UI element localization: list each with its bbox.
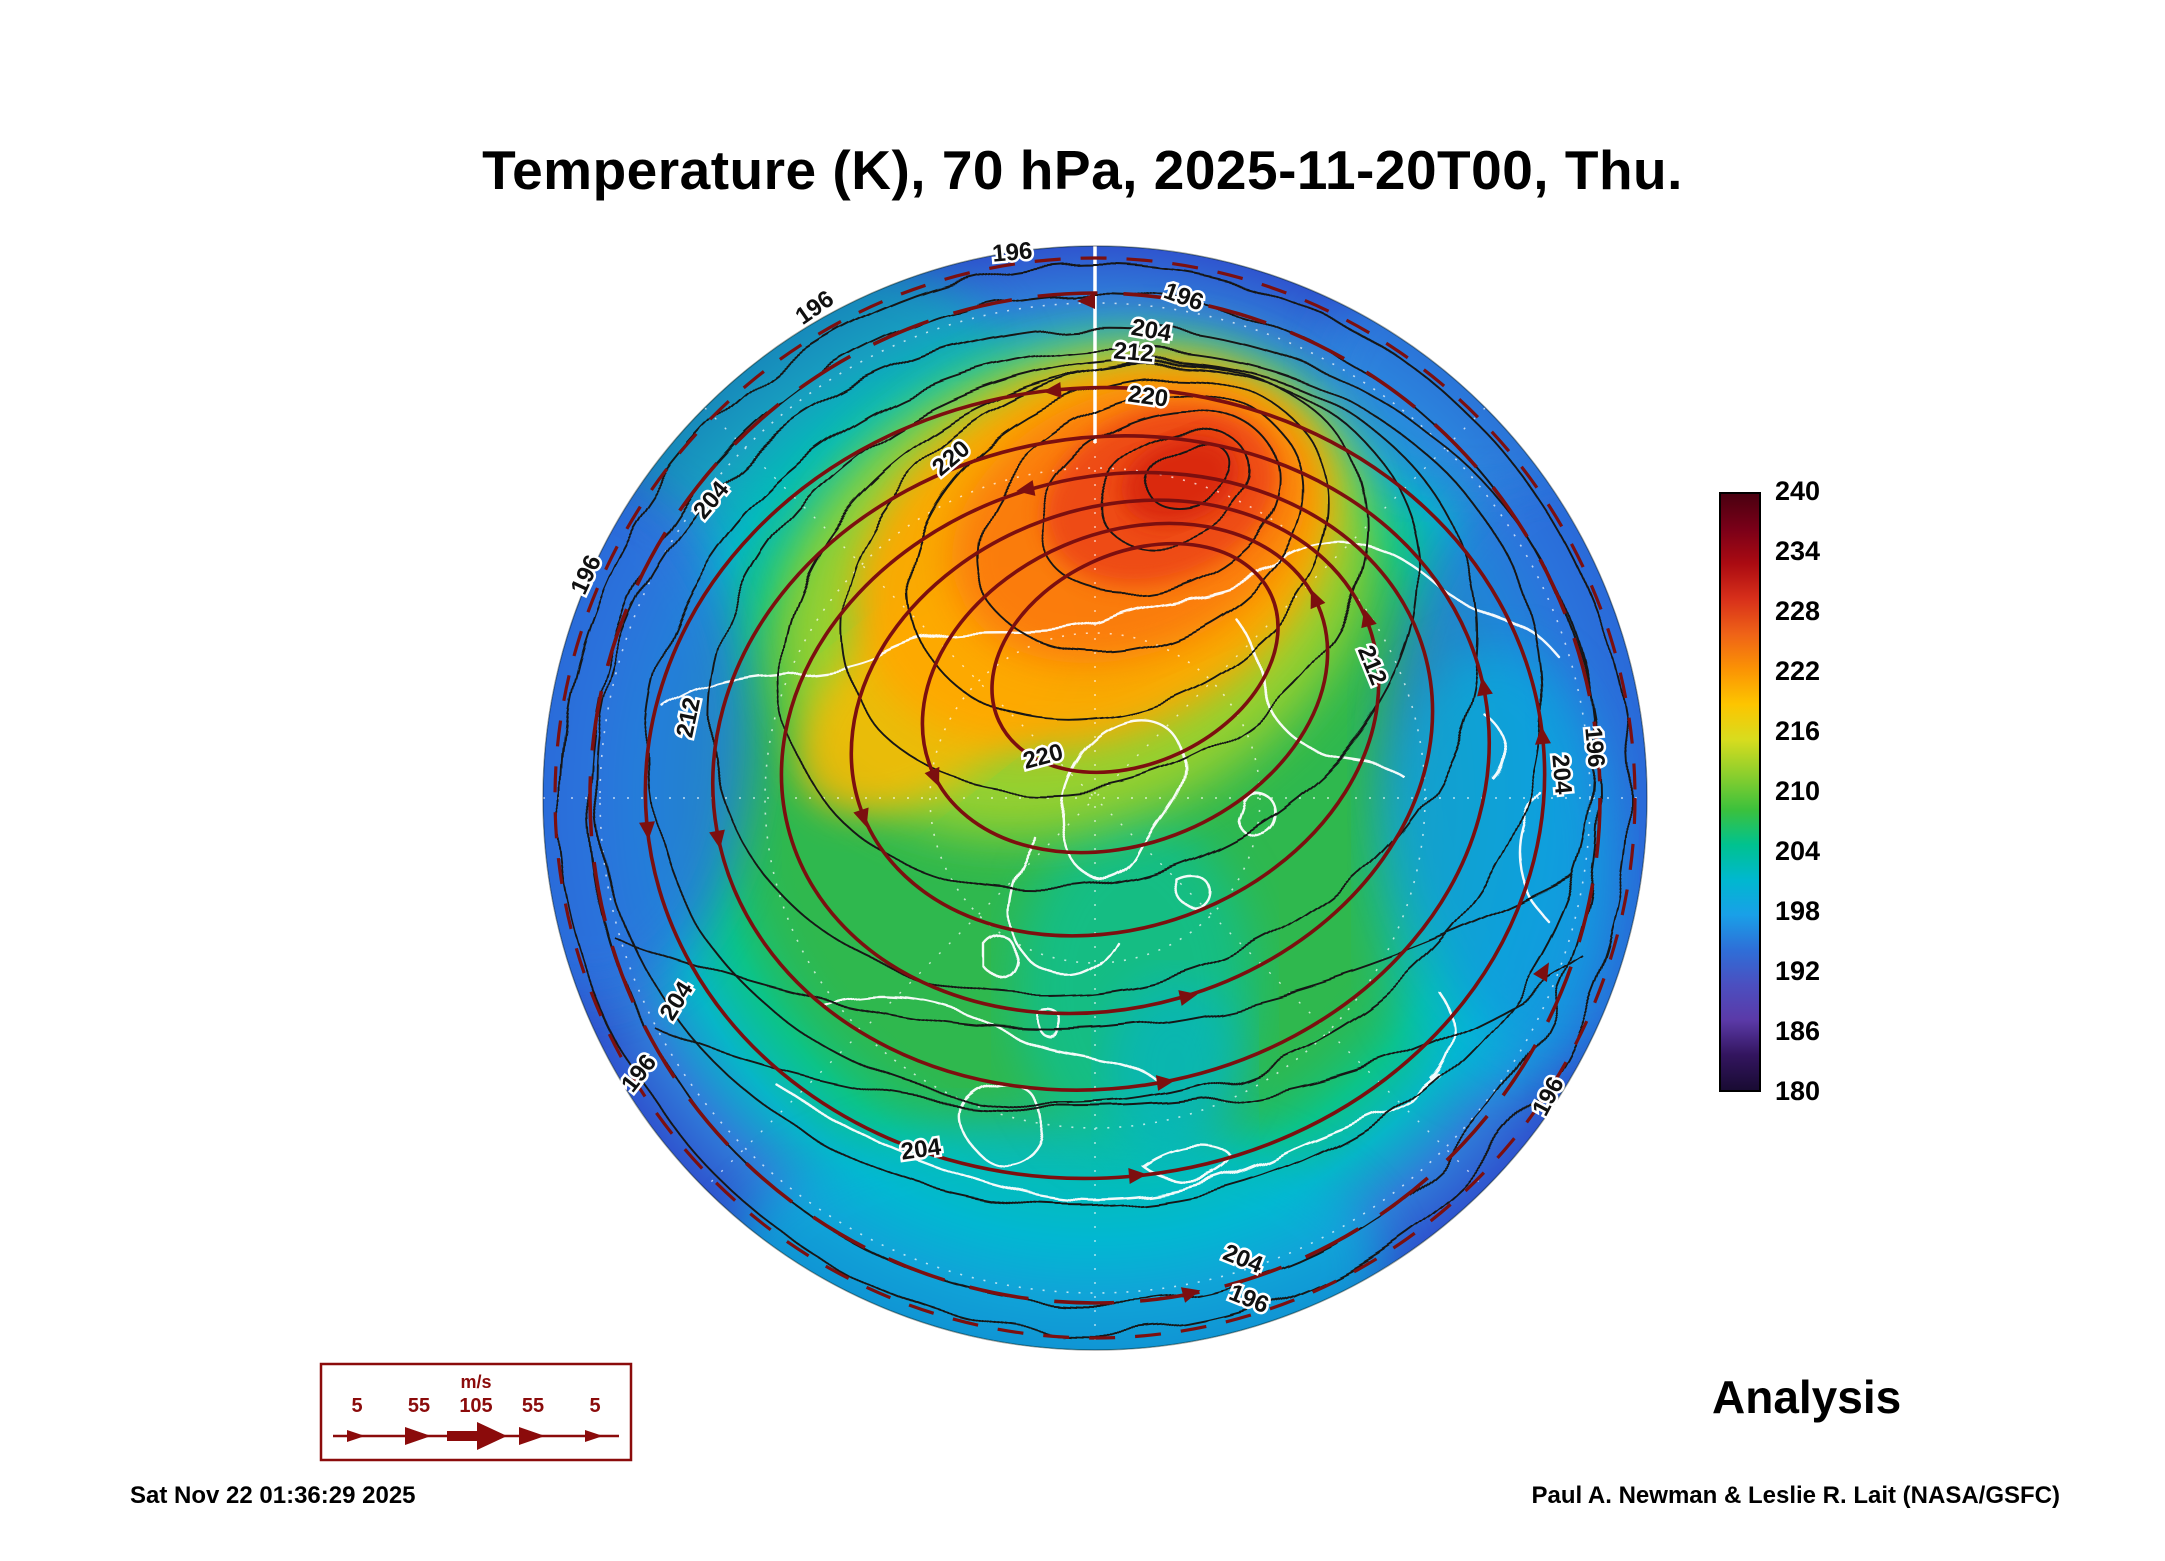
wind-arrow-icon xyxy=(1016,480,1036,496)
coastlines xyxy=(663,541,1557,1201)
contour-label: 220 xyxy=(1126,380,1169,412)
polar-map: 196 196 196 204 212 220 220 204 196 212 … xyxy=(535,235,1655,1358)
wind-arrow-icon xyxy=(1535,726,1551,745)
wind-legend-value: 5 xyxy=(351,1395,362,1417)
wind-legend-value: 5 xyxy=(589,1395,600,1417)
colorbar-tick: 222 xyxy=(1775,656,1821,686)
colorbar-tick: 216 xyxy=(1775,716,1821,746)
wind-legend-svg: m/s 5 55 105 55 5 xyxy=(319,1362,633,1462)
wind-legend-value: 55 xyxy=(522,1395,544,1417)
wind-arrow-icon xyxy=(405,1427,431,1445)
wind-arrow-icon xyxy=(347,1430,365,1442)
wind-arrow-icon xyxy=(1180,1287,1201,1303)
colorbar: 240 234 228 222 216 210 204 198 192 186 … xyxy=(1719,477,1939,1105)
wind-legend-border xyxy=(319,1362,633,1462)
wind-arrow-icon xyxy=(1128,1168,1147,1184)
wind-legend-value: 55 xyxy=(408,1395,430,1417)
wind-arrow-icon xyxy=(1178,990,1198,1006)
contour-label: 196 xyxy=(991,238,1033,268)
page-title: Temperature (K), 70 hPa, 2025-11-20T00, … xyxy=(482,139,1683,201)
wind-arrow-icon xyxy=(639,821,655,840)
colorbar-tick-labels: 240 234 228 222 216 210 204 198 192 186 … xyxy=(1775,477,1820,1105)
colorbar-tick: 204 xyxy=(1775,836,1821,866)
contour-label: 196 xyxy=(1579,726,1609,768)
colorbar-tick: 234 xyxy=(1775,536,1821,566)
wind-arrow-icon xyxy=(1310,589,1326,610)
colorbar-tick: 240 xyxy=(1775,476,1821,506)
colorbar-tick: 198 xyxy=(1775,896,1821,926)
wind-arrow-icon xyxy=(1361,608,1377,629)
wind-arrow-icon xyxy=(519,1427,545,1445)
contour-label: 204 xyxy=(899,1133,943,1165)
wind-arrow-icon xyxy=(585,1430,603,1442)
wind-arrow-icon xyxy=(924,766,940,787)
contour-label: 204 xyxy=(1546,753,1576,796)
colorbar-tick: 180 xyxy=(1775,1076,1821,1106)
analysis-label: Analysis xyxy=(1712,1371,1902,1423)
wind-arrow-icon xyxy=(1477,677,1493,697)
wind-legend-unit: m/s xyxy=(460,1372,491,1392)
colorbar-gradient xyxy=(1719,492,1761,1092)
wind-speed-legend: m/s 5 55 105 55 5 xyxy=(319,1362,633,1462)
wind-arrow-icon xyxy=(853,807,869,828)
wind-arrow-icon xyxy=(1077,293,1095,309)
contour-label: 212 xyxy=(1113,337,1155,367)
wind-legend-value: 105 xyxy=(459,1395,492,1417)
colorbar-tick: 228 xyxy=(1775,596,1821,626)
generation-timestamp: Sat Nov 22 01:36:29 2025 xyxy=(130,1482,416,1509)
globe-rim xyxy=(542,245,1648,1351)
wind-arrow-icon xyxy=(447,1431,481,1441)
colorbar-tick: 210 xyxy=(1775,776,1821,806)
credit-line: Paul A. Newman & Leslie R. Lait (NASA/GS… xyxy=(1531,1482,2060,1509)
wind-arrow-icon xyxy=(1533,962,1549,982)
wind-arrow-icon xyxy=(709,829,725,849)
polar-map-svg: 196 196 196 204 212 220 220 204 196 212 … xyxy=(542,235,1648,1351)
wind-arrow-icon xyxy=(477,1422,507,1450)
wind-arrowheads xyxy=(639,293,1551,1303)
colorbar-tick: 186 xyxy=(1775,1016,1821,1046)
colorbar-tick: 192 xyxy=(1775,956,1821,986)
wind-arrow-icon xyxy=(1155,1075,1175,1091)
wind-legend-arrows xyxy=(347,1422,603,1450)
wind-arrow-icon xyxy=(1043,382,1062,398)
